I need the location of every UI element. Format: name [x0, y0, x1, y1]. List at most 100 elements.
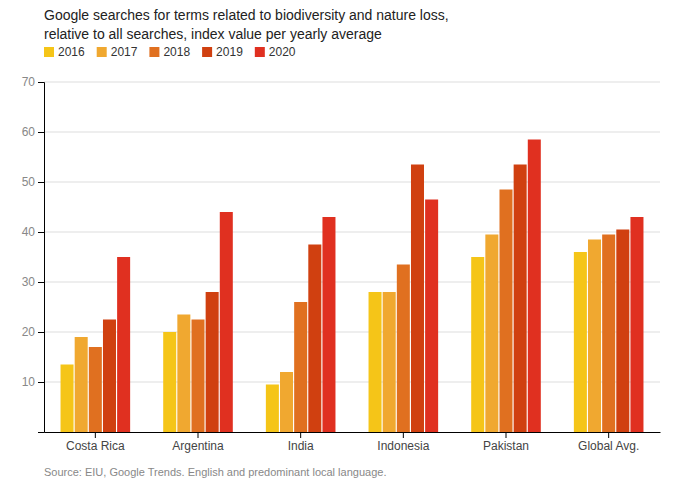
y-tick: 10 [22, 375, 44, 389]
bar [266, 385, 279, 433]
y-tick-label: 10 [22, 375, 36, 389]
grid-line [44, 332, 660, 333]
chart: Google searches for terms related to bio… [0, 0, 680, 488]
y-tick-label: 60 [22, 125, 36, 139]
bar [397, 265, 410, 433]
bar [574, 252, 587, 432]
x-tick-mark [608, 432, 609, 438]
bar [191, 320, 204, 433]
y-tick-mark [38, 232, 44, 233]
y-tick-mark [38, 382, 44, 383]
bar [103, 320, 116, 433]
bar [616, 230, 629, 433]
bar-series [103, 165, 629, 433]
bar [425, 200, 438, 433]
y-tick-label: 70 [22, 75, 36, 89]
grid-line [44, 132, 660, 133]
x-tick: Argentina [172, 432, 224, 453]
y-tick: 30 [22, 275, 44, 289]
x-tick: Global Avg. [578, 432, 639, 453]
x-tick-mark [95, 432, 96, 438]
y-tick-label: 40 [22, 225, 36, 239]
legend-label: 2020 [269, 45, 296, 59]
title: Google searches for terms related to bio… [44, 7, 449, 23]
grid-line [44, 232, 660, 233]
bar [369, 292, 382, 432]
plot: Costa Rica Argentina India Indonesia Pakista… [22, 75, 661, 452]
y-tick-mark [38, 282, 44, 283]
legend-label: 2016 [58, 45, 85, 59]
legend-item: 2020 [255, 45, 296, 59]
legend-swatch [202, 47, 212, 57]
bars [61, 140, 644, 433]
x-tick-label: Costa Rica [66, 439, 125, 453]
y-tick-mark [38, 332, 44, 333]
bar [117, 257, 130, 432]
x-axis: Costa Rica Argentina India Indonesia Pakista… [45, 432, 661, 453]
legend-swatch [97, 47, 107, 57]
bar [308, 245, 321, 433]
y-tick: 70 [22, 75, 44, 89]
bar [528, 140, 541, 433]
x-tick: Pakistan [483, 432, 529, 453]
bar [294, 302, 307, 432]
y-tick: 50 [22, 175, 44, 189]
bar [322, 217, 335, 432]
grid-line [44, 82, 660, 83]
annotation: Source: EIU, Google Trends. English and … [44, 466, 386, 478]
bar [280, 372, 293, 432]
x-tick-mark [506, 432, 507, 438]
bar [206, 292, 219, 432]
bar [485, 235, 498, 433]
y-tick-label: 30 [22, 275, 36, 289]
x-axis-line [45, 432, 661, 433]
legend-swatch [149, 47, 159, 57]
bar [514, 165, 527, 433]
x-tick-label: Argentina [172, 439, 224, 453]
legend-swatch [44, 47, 54, 57]
bar [163, 332, 176, 432]
legend-item: 2019 [202, 45, 243, 59]
x-tick-mark [403, 432, 404, 438]
legend-label: 2018 [163, 45, 190, 59]
subtitle: relative to all searches, index value pe… [44, 26, 382, 42]
bar [61, 365, 74, 433]
bar [499, 190, 512, 433]
x-tick-label: India [288, 439, 314, 453]
grid-line [44, 382, 660, 383]
bar [177, 315, 190, 433]
x-tick: Indonesia [377, 432, 429, 453]
y-tick-mark [38, 182, 44, 183]
bar [411, 165, 424, 433]
grid-line [44, 182, 660, 183]
x-tick-mark [300, 432, 301, 438]
bar-series [117, 140, 643, 433]
bar [630, 217, 643, 432]
bar [75, 337, 88, 432]
y-tick-mark [38, 132, 44, 133]
x-tick: Costa Rica [66, 432, 125, 453]
y-tick: 40 [22, 225, 44, 239]
y-axis-line [38, 83, 45, 433]
grid [44, 82, 660, 382]
y-tick-label: 20 [22, 325, 36, 339]
bar [588, 240, 601, 433]
legend-item: 2016 [44, 45, 85, 59]
legend-item: 2018 [149, 45, 190, 59]
x-tick-label: Global Avg. [578, 439, 639, 453]
y-tick: 60 [22, 125, 44, 139]
grid-line [44, 282, 660, 283]
x-tick-label: Indonesia [377, 439, 429, 453]
bar [383, 292, 396, 432]
x-tick-mark [198, 432, 199, 438]
legend-label: 2017 [111, 45, 138, 59]
legend-label: 2019 [216, 45, 243, 59]
y-tick-mark [38, 82, 44, 83]
legend-item: 2017 [97, 45, 138, 59]
bar [602, 235, 615, 433]
x-tick-label: Pakistan [483, 439, 529, 453]
legend-swatch [255, 47, 265, 57]
x-tick: India [288, 432, 314, 453]
legend: 2016 2017 2018 2019 2020 [44, 45, 296, 59]
bar [220, 212, 233, 432]
